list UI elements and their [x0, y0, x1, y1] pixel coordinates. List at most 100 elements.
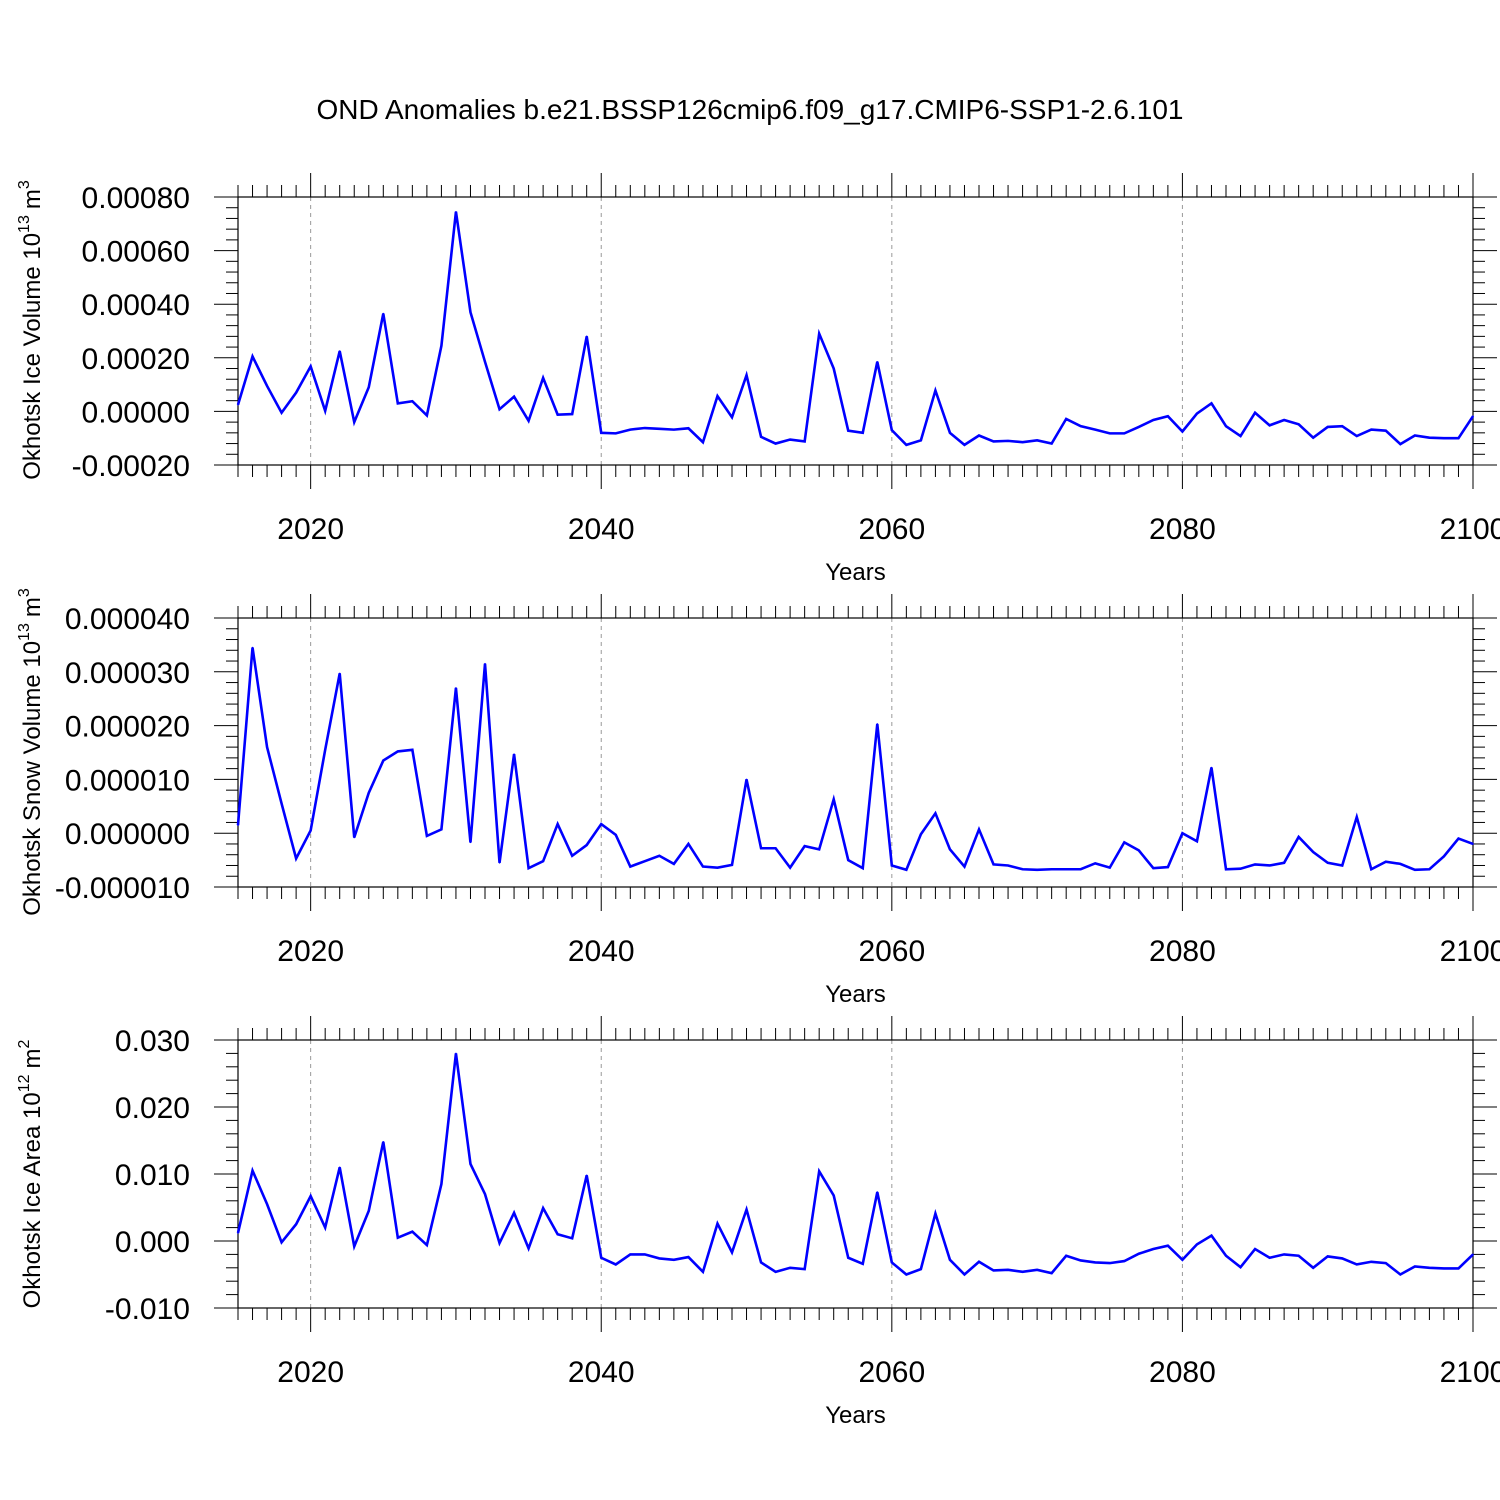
data-point [658, 428, 661, 430]
y-axis-label-exponent: 12 [16, 1074, 33, 1092]
data-point [498, 861, 501, 864]
data-point [353, 421, 356, 423]
data-point [818, 848, 820, 851]
data-point [353, 1245, 356, 1248]
data-point [1050, 442, 1053, 445]
data-point [513, 395, 515, 398]
data-point [309, 829, 312, 832]
data-point [1428, 436, 1431, 439]
y-tick-label: 0.020 [115, 1092, 190, 1125]
data-point [818, 1170, 820, 1173]
data-point [1021, 868, 1024, 871]
data-point [1167, 866, 1169, 868]
y-tick-label: 0.000010 [65, 764, 190, 797]
data-point [774, 847, 777, 850]
data-point [934, 389, 937, 392]
data-point [1326, 426, 1329, 428]
data-point [992, 440, 995, 443]
data-point [1268, 1256, 1271, 1259]
data-point [978, 1260, 980, 1263]
data-point [1036, 868, 1038, 871]
data-point [644, 860, 646, 862]
data-point [1370, 868, 1373, 871]
data-point [731, 416, 733, 419]
data-point [1225, 868, 1227, 871]
y-tick-label: -0.010 [105, 1293, 190, 1326]
data-point [397, 750, 399, 753]
x-axis-label: Years [825, 559, 886, 586]
data-point [1181, 1258, 1184, 1261]
data-point [309, 365, 312, 368]
data-point [1312, 436, 1314, 439]
data-point [1108, 1262, 1111, 1264]
data-point [978, 434, 980, 437]
data-point [774, 442, 777, 445]
data-point [1123, 1260, 1126, 1262]
y-tick-label: 0.00000 [82, 396, 190, 429]
data-point [1297, 423, 1300, 426]
data-point [411, 400, 414, 403]
data-point [920, 833, 922, 836]
data-point [1472, 1253, 1474, 1256]
data-point [629, 865, 632, 868]
data-point [556, 823, 559, 825]
figure-title: OND Anomalies b.e21.BSSP126cmip6.f09_g17… [316, 94, 1184, 125]
x-tick-label: 2040 [568, 513, 635, 546]
data-point [1181, 832, 1184, 834]
y-axis-label-unit: m [19, 597, 46, 617]
data-point [1138, 849, 1140, 852]
data-point [1210, 402, 1213, 405]
data-point [673, 1258, 675, 1261]
data-point [1225, 1254, 1227, 1257]
data-point [1050, 868, 1053, 871]
data-point [847, 429, 850, 432]
data-point [687, 427, 690, 430]
data-point [949, 432, 951, 434]
data-point [1341, 1257, 1344, 1260]
data-point [237, 403, 239, 406]
data-point [702, 865, 704, 868]
plot-frame [237, 196, 1474, 466]
data-point [1355, 435, 1358, 437]
data-point [397, 402, 399, 405]
data-point [455, 1052, 457, 1055]
data-point [1472, 415, 1474, 418]
data-point [1297, 1254, 1300, 1257]
data-point [280, 411, 283, 414]
data-point [774, 1271, 777, 1273]
data-point [324, 1226, 326, 1229]
y-axis-label-unit-exponent: 2 [16, 1039, 33, 1048]
data-point [266, 746, 268, 748]
data-point [382, 759, 385, 762]
data-point [1385, 1262, 1387, 1264]
data-point [1326, 1255, 1329, 1258]
data-point [455, 687, 457, 689]
data-point [426, 1244, 428, 1246]
data-point [1399, 443, 1402, 445]
data-point [803, 845, 806, 847]
data-point [1355, 1263, 1358, 1266]
data-point [658, 854, 661, 857]
data-point [920, 439, 922, 442]
data-point [644, 1253, 646, 1256]
data-point [1094, 862, 1097, 865]
data-point [571, 1237, 573, 1240]
y-tick-label: 0.000040 [65, 603, 190, 636]
data-point [1094, 428, 1097, 431]
data-point [760, 847, 762, 850]
data-point [1079, 425, 1082, 427]
data-point [1326, 861, 1329, 864]
y-axis-label-unit-exponent: 3 [16, 588, 33, 597]
data-point [876, 361, 879, 363]
data-point [411, 749, 414, 751]
data-point [338, 1166, 341, 1169]
y-tick-label: -0.000010 [55, 872, 190, 905]
data-point [1210, 766, 1213, 769]
data-point [1065, 868, 1067, 871]
data-point [1239, 867, 1242, 870]
x-tick-label: 2020 [277, 935, 344, 968]
data-point [469, 311, 472, 314]
data-point [367, 1210, 370, 1212]
data-point [905, 444, 908, 446]
x-tick-label: 2060 [858, 1356, 925, 1389]
